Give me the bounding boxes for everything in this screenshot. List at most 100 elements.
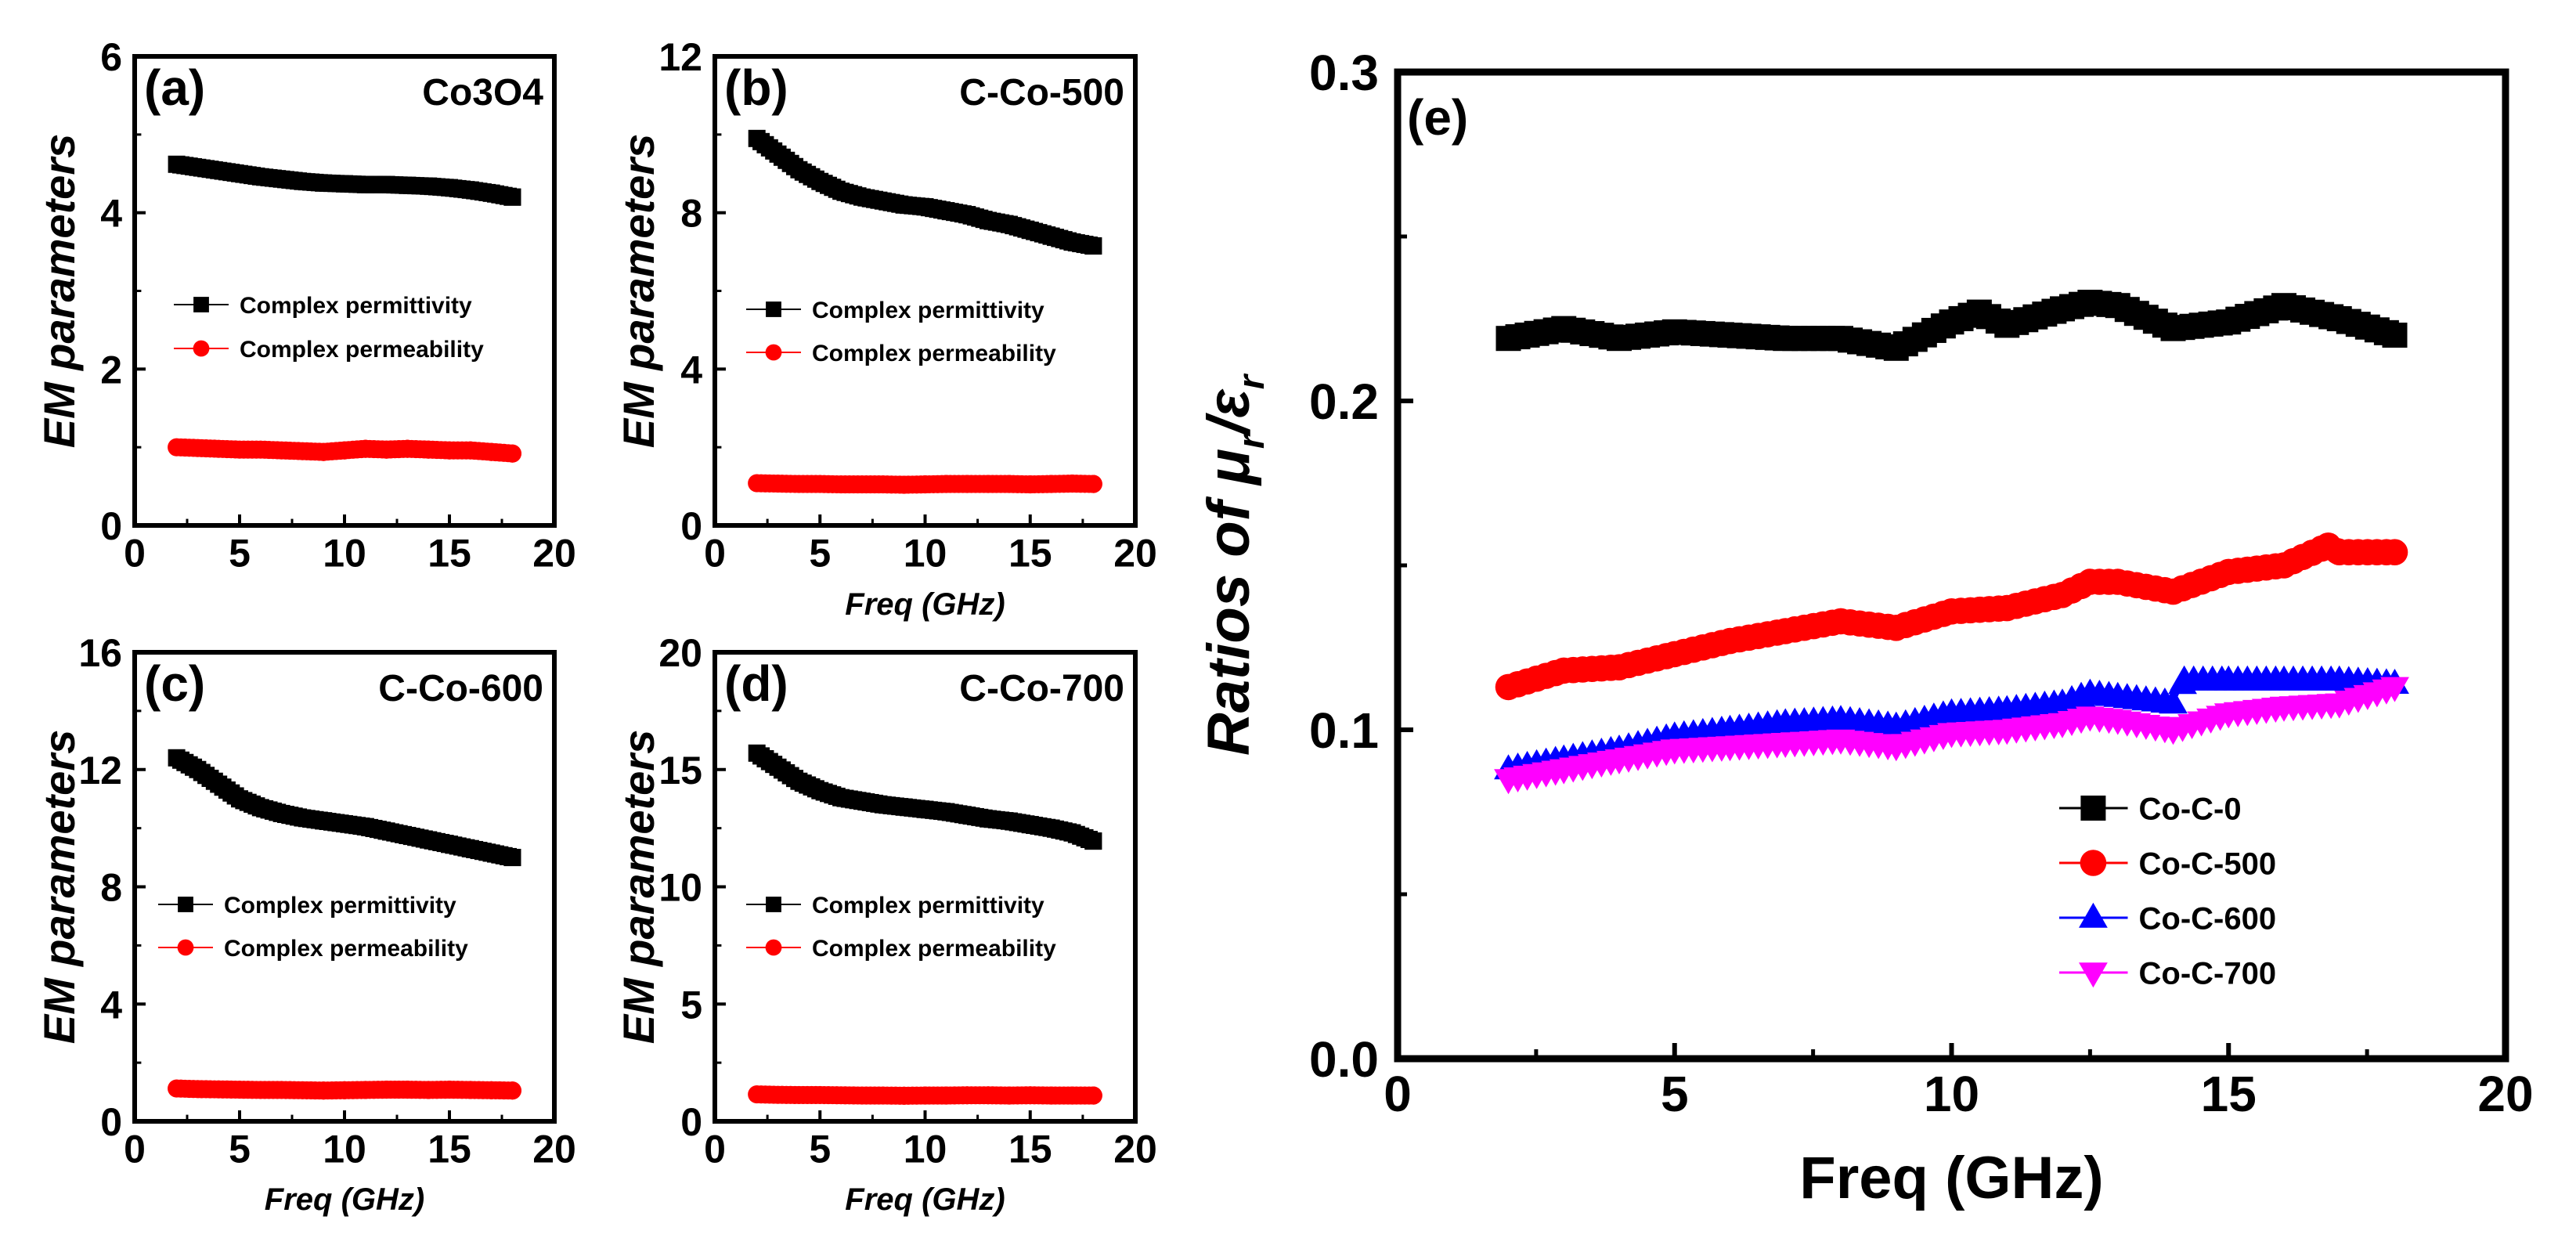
series-complex-permittivity xyxy=(168,155,521,206)
x-tick-label: 10 xyxy=(1924,1066,1979,1122)
legend-item: Complex permeability xyxy=(746,341,1056,366)
legend-label: Complex permeability xyxy=(812,936,1056,962)
y-tick-label: 4 xyxy=(100,983,122,1027)
x-tick-label: 20 xyxy=(1113,532,1157,576)
series-co-c-700 xyxy=(1494,677,2409,795)
data-point xyxy=(2159,688,2188,714)
y-tick-label: 16 xyxy=(78,631,122,675)
chart-panel-2: 0 5 10 15 20 0 4 8 12 16 (c) C-Co-600 EM parameters F… xyxy=(34,631,576,1217)
data-point xyxy=(1084,1086,1102,1105)
y-tick-label: 4 xyxy=(100,192,122,236)
legend-item: Complex permittivity xyxy=(746,893,1044,919)
panel-label: (e) xyxy=(1407,89,1468,146)
y-axis-label-part: ε xyxy=(1196,388,1262,418)
series-complex-permittivity xyxy=(168,749,521,867)
x-axis-label: Freq (GHz) xyxy=(845,587,1005,622)
x-axis-label: Freq (GHz) xyxy=(1799,1145,2103,1211)
y-tick-label: 12 xyxy=(78,749,122,792)
plot-frame xyxy=(713,54,1138,528)
panel-title: C-Co-700 xyxy=(959,668,1124,709)
legend-label: Complex permeability xyxy=(812,341,1056,366)
x-tick-label: 20 xyxy=(1113,1128,1157,1171)
x-tick-label: 15 xyxy=(1008,1128,1052,1171)
legend-marker xyxy=(193,340,210,357)
legend-label: Complex permittivity xyxy=(224,893,456,919)
legend-marker xyxy=(766,301,781,317)
data-point xyxy=(503,444,521,463)
panel-label: (c) xyxy=(144,655,205,712)
y-tick-label: 0.0 xyxy=(1309,1031,1379,1088)
legend-item: Complex permeability xyxy=(746,936,1056,962)
legend-label: Complex permittivity xyxy=(240,293,472,319)
data-point xyxy=(2382,323,2408,348)
data-point xyxy=(503,849,521,867)
x-tick-label: 0 xyxy=(124,1128,146,1171)
x-tick-label: 0 xyxy=(124,532,146,576)
legend-label: Complex permittivity xyxy=(812,893,1044,919)
x-tick-label: 5 xyxy=(229,532,251,576)
legend-marker xyxy=(765,939,782,956)
x-tick-label: 10 xyxy=(323,532,366,576)
panel-title: C-Co-500 xyxy=(959,72,1124,114)
legend-marker xyxy=(765,344,782,361)
legend-label: Co-C-700 xyxy=(2139,956,2277,991)
y-axis-label-part: r xyxy=(1230,432,1272,449)
legend: Co-C-0 Co-C-500 Co-C-600 Co-C-700 xyxy=(2059,792,2276,991)
legend: Complex permittivity Complex permeability xyxy=(174,293,484,363)
legend-marker xyxy=(766,897,781,912)
legend-marker xyxy=(178,897,193,912)
legend-marker xyxy=(2080,850,2107,876)
y-tick-label: 20 xyxy=(658,631,702,675)
data-point xyxy=(503,1081,521,1100)
series-complex-permittivity xyxy=(748,744,1102,850)
panel-title: C-Co-600 xyxy=(378,668,543,709)
legend-item: Co-C-0 xyxy=(2059,792,2242,826)
x-tick-label: 10 xyxy=(323,1128,366,1171)
legend-item: Complex permeability xyxy=(158,936,468,962)
chart-panel-4: 0 5 10 15 20 0.0 0.1 0.2 0.3 (e) Ratios of μr/εr Fr… xyxy=(1196,45,2534,1211)
x-tick-label: 15 xyxy=(428,1128,471,1171)
data-point xyxy=(503,188,521,206)
legend-label: Complex permeability xyxy=(224,936,468,962)
x-tick-label: 10 xyxy=(904,1128,947,1171)
data-point xyxy=(1084,832,1102,850)
x-tick-label: 5 xyxy=(809,1128,831,1171)
x-tick-label: 15 xyxy=(1008,532,1052,576)
chart-panel-0: 0 5 10 15 20 0 2 4 6 (a) Co3O4 EM parameters Complex… xyxy=(34,35,576,576)
x-tick-label: 15 xyxy=(2201,1066,2257,1122)
data-point xyxy=(2380,677,2409,702)
y-tick-label: 0 xyxy=(680,1100,702,1144)
legend-label: Co-C-0 xyxy=(2139,792,2242,826)
y-tick-label: 0.3 xyxy=(1309,45,1379,101)
y-axis-label: EM parameters xyxy=(34,134,84,449)
legend-label: Complex permittivity xyxy=(812,298,1044,323)
y-axis-label-part: μ xyxy=(1196,449,1262,486)
x-tick-label: 5 xyxy=(229,1128,251,1171)
x-axis-label: Freq (GHz) xyxy=(845,1182,1005,1217)
series-co-c-500 xyxy=(1495,532,2408,701)
x-axis-label: Freq (GHz) xyxy=(265,1182,424,1217)
panel-label: (d) xyxy=(724,655,788,712)
chart-panel-1: 0 5 10 15 20 0 4 8 12 (b) C-Co-500 EM parameters Fre… xyxy=(614,35,1157,622)
x-tick-label: 20 xyxy=(532,1128,576,1171)
data-point xyxy=(1084,237,1102,255)
legend-marker xyxy=(2080,796,2106,821)
legend: Complex permittivity Complex permeability xyxy=(746,298,1056,366)
legend: Complex permittivity Complex permeability xyxy=(746,893,1056,962)
y-tick-label: 0 xyxy=(680,504,702,548)
legend-item: Co-C-700 xyxy=(2059,956,2276,991)
legend-item: Co-C-600 xyxy=(2059,901,2276,936)
legend: Complex permittivity Complex permeability xyxy=(158,893,468,962)
y-tick-label: 15 xyxy=(658,749,702,792)
legend-item: Complex permittivity xyxy=(174,293,472,319)
x-tick-label: 20 xyxy=(2477,1066,2533,1122)
x-tick-label: 0 xyxy=(704,532,726,576)
y-tick-label: 0 xyxy=(100,504,122,548)
y-tick-label: 6 xyxy=(100,35,122,79)
legend-item: Co-C-500 xyxy=(2059,846,2276,881)
y-axis-label: EM parameters xyxy=(614,134,663,449)
y-axis-label-part: r xyxy=(1230,373,1272,389)
legend-marker xyxy=(177,939,194,956)
y-tick-label: 4 xyxy=(680,348,702,392)
